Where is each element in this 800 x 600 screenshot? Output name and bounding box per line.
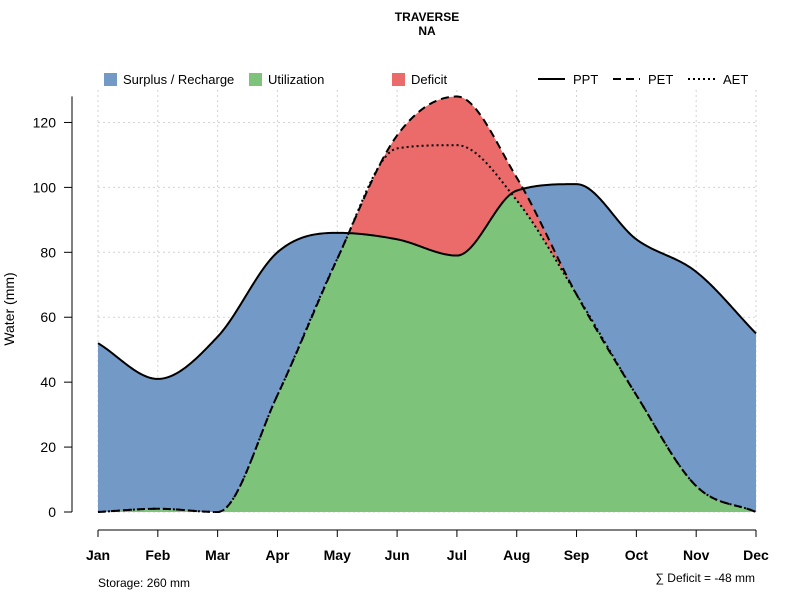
x-tick-label: Nov	[683, 547, 710, 563]
legend-label-aet: AET	[723, 72, 748, 87]
storage-annotation: Storage: 260 mm	[98, 576, 190, 590]
x-tick-label: May	[324, 547, 351, 563]
legend-label-pet: PET	[648, 72, 673, 87]
series-line-aet	[97, 144, 757, 514]
x-tick-label: Feb	[145, 547, 170, 563]
y-tick-label: 20	[40, 439, 56, 455]
x-tick-label: Jan	[86, 547, 110, 563]
legend-swatch-utilization	[249, 73, 262, 86]
x-tick-label: Aug	[503, 547, 530, 563]
x-tick-label: Oct	[625, 547, 649, 563]
y-tick-label: 100	[33, 179, 57, 195]
y-tick-label: 40	[40, 374, 56, 390]
series-lines	[97, 95, 757, 514]
y-tick-label: 80	[40, 244, 56, 260]
legend: Surplus / Recharge Utilization Deficit P…	[104, 72, 748, 87]
deficit-annotation: ∑ Deficit = -48 mm	[655, 571, 755, 585]
x-tick-label: Jun	[385, 547, 410, 563]
x-tick-label: Jul	[447, 547, 467, 563]
x-tick-label: Mar	[205, 547, 230, 563]
y-tick-label: 120	[33, 114, 57, 130]
y-tick-label: 60	[40, 309, 56, 325]
x-tick-label: Sep	[564, 547, 590, 563]
legend-label-surplus: Surplus / Recharge	[123, 72, 234, 87]
axes: 0 20 40 60 80 100 120 Jan Feb Mar Apr May Jun Jul Aug S…	[33, 96, 769, 563]
chart-title: TRAVERSE	[395, 10, 459, 24]
series-line-pet	[97, 95, 757, 514]
legend-swatch-surplus	[104, 73, 117, 86]
y-axis-label: Water (mm)	[1, 272, 17, 345]
chart-subtitle: NA	[418, 24, 436, 38]
series-line-ppt	[97, 183, 757, 380]
legend-label-utilization: Utilization	[268, 72, 324, 87]
areas	[98, 96, 756, 513]
x-tick-label: Apr	[265, 547, 290, 563]
y-tick-label: 0	[48, 504, 56, 520]
legend-label-ppt: PPT	[573, 72, 598, 87]
x-tick-label: Dec	[743, 547, 769, 563]
legend-swatch-deficit	[392, 73, 405, 86]
legend-label-deficit: Deficit	[411, 72, 448, 87]
